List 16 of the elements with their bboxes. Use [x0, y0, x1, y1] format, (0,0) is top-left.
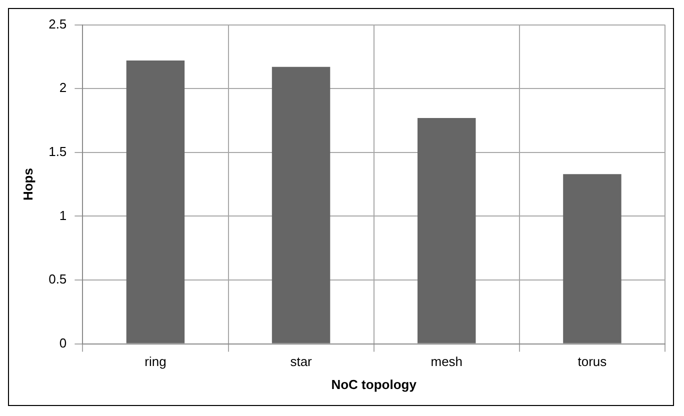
- y-tick-label: 0.5: [48, 272, 67, 287]
- bar: [272, 66, 330, 344]
- x-tick-label: mesh: [430, 354, 463, 370]
- y-axis-title: Hops: [20, 168, 36, 201]
- x-tick-label: star: [290, 354, 313, 370]
- y-tick-label: 1.5: [48, 144, 67, 159]
- x-tick-label: torus: [578, 354, 608, 370]
- bar: [126, 60, 185, 344]
- bar: [418, 118, 476, 344]
- y-tick-label: 2: [59, 80, 67, 96]
- x-axis-title: NoC topology: [331, 376, 418, 392]
- x-tick-label: ring: [144, 354, 166, 370]
- y-tick-label: 0: [59, 335, 67, 350]
- y-tick-label: 2.5: [48, 16, 67, 32]
- bar: [563, 174, 622, 344]
- y-tick-label: 1: [59, 208, 67, 223]
